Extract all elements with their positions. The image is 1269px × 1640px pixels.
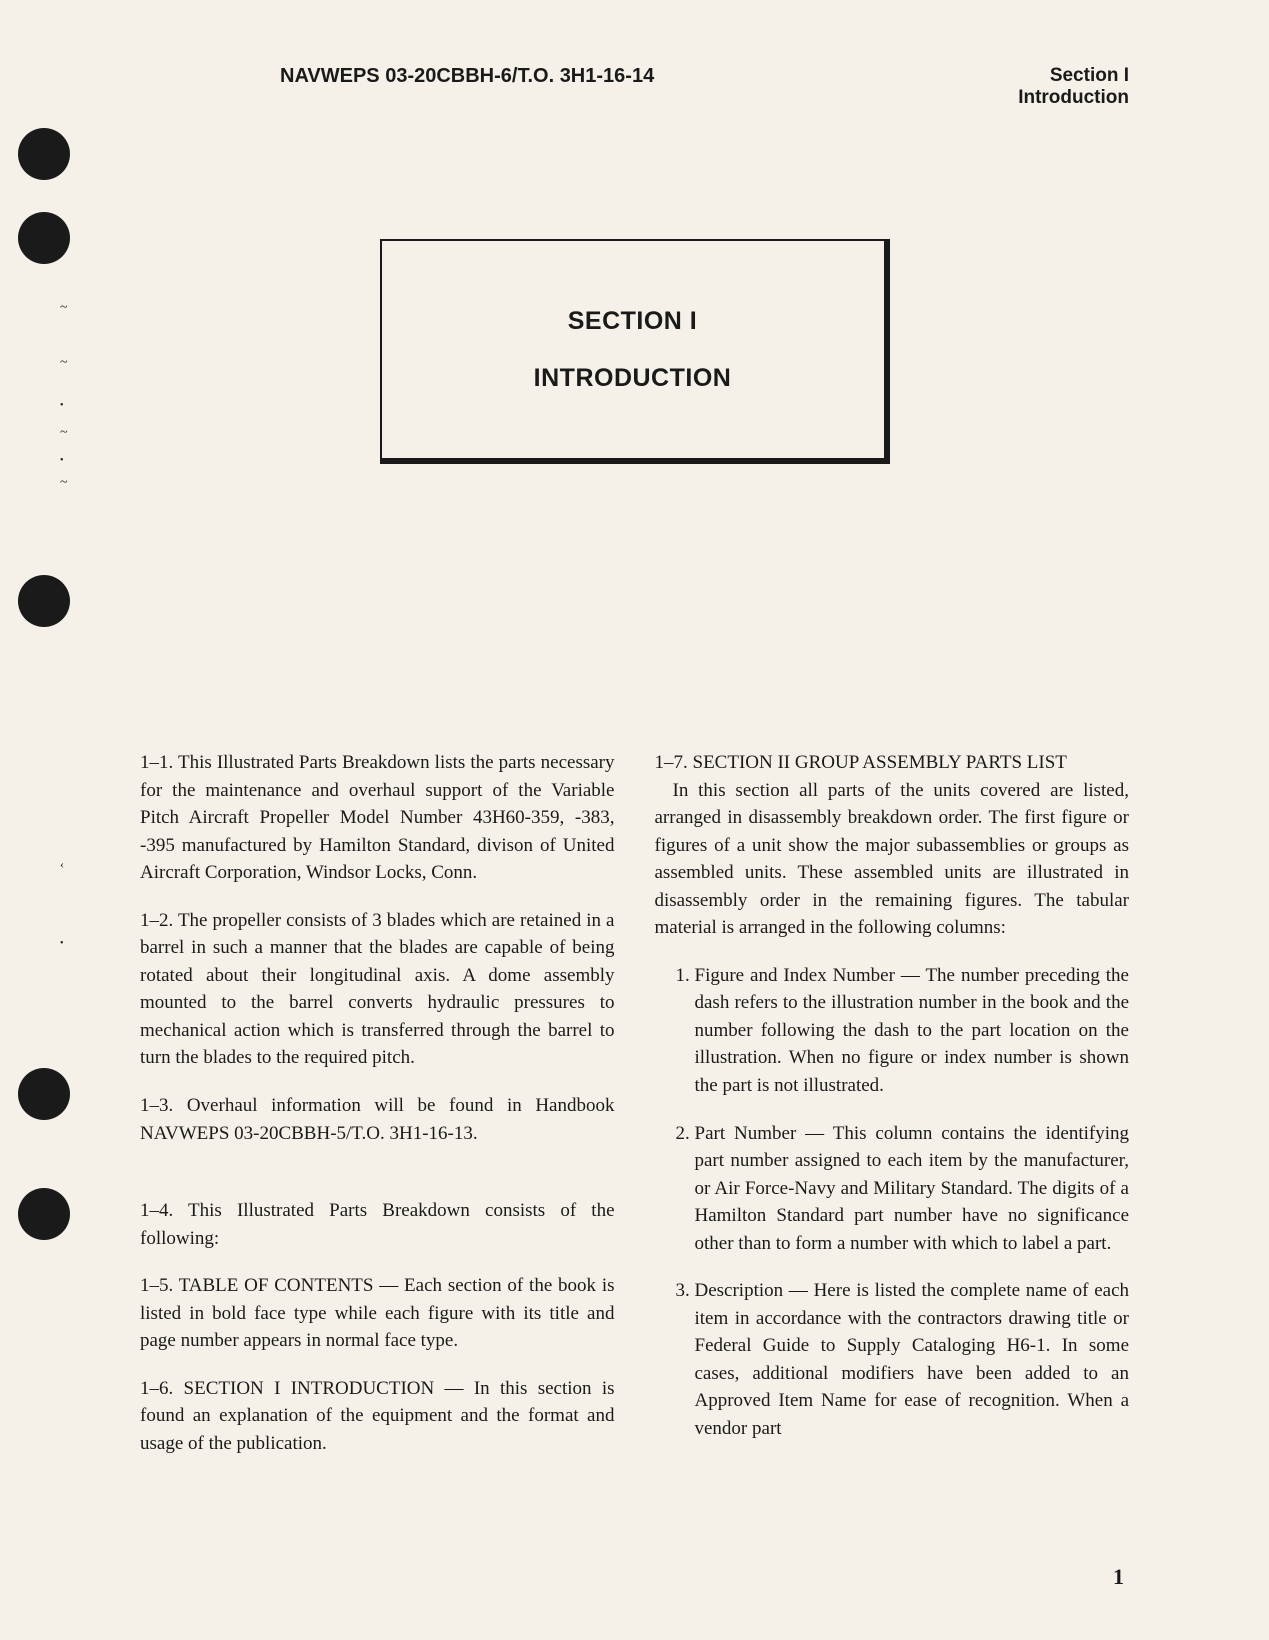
section-label-header: Section I Introduction bbox=[1018, 65, 1129, 109]
punch-hole bbox=[18, 1188, 70, 1240]
page-mark: ~ bbox=[60, 475, 68, 491]
list-item-figure-index: Figure and Index Number — The number pre… bbox=[695, 962, 1130, 1100]
punch-hole bbox=[18, 212, 70, 264]
page-mark: • bbox=[60, 400, 64, 411]
document-page: ~ ~ • ~ • ~ ‹ • NAVWEPS 03-20CBBH-6/T.O.… bbox=[0, 0, 1269, 1640]
title-box-section-title: INTRODUCTION bbox=[534, 364, 732, 393]
list-item-part-number: Part Number — This column contains the i… bbox=[695, 1120, 1130, 1258]
page-mark: • bbox=[60, 938, 64, 949]
page-mark: ‹ bbox=[60, 857, 64, 872]
page-mark: ~ bbox=[60, 355, 68, 371]
page-number: 1 bbox=[1113, 1564, 1124, 1590]
paragraph-1-1: 1–1. This Illustrated Parts Breakdown li… bbox=[140, 749, 615, 887]
column-definitions-list: Figure and Index Number — The number pre… bbox=[655, 962, 1130, 1443]
list-item-description: Description — Here is listed the complet… bbox=[695, 1277, 1130, 1442]
section-title-header: Introduction bbox=[1018, 87, 1129, 108]
paragraph-1-6: 1–6. SECTION I INTRODUCTION — In this se… bbox=[140, 1375, 615, 1458]
section-number: Section I bbox=[1050, 65, 1129, 86]
paragraph-1-7-body: In this section all parts of the units c… bbox=[655, 777, 1130, 942]
page-header: NAVWEPS 03-20CBBH-6/T.O. 3H1-16-14 Secti… bbox=[140, 65, 1129, 109]
document-number: NAVWEPS 03-20CBBH-6/T.O. 3H1-16-14 bbox=[280, 65, 654, 109]
left-column: 1–1. This Illustrated Parts Breakdown li… bbox=[140, 749, 615, 1477]
right-column: 1–7. SECTION II GROUP ASSEMBLY PARTS LIS… bbox=[655, 749, 1130, 1477]
content-columns: 1–1. This Illustrated Parts Breakdown li… bbox=[140, 749, 1129, 1477]
page-mark: ~ bbox=[60, 300, 68, 316]
paragraph-1-5: 1–5. TABLE OF CONTENTS — Each section of… bbox=[140, 1272, 615, 1355]
paragraph-1-3: 1–3. Overhaul information will be found … bbox=[140, 1092, 615, 1147]
section-title-box: SECTION I INTRODUCTION bbox=[380, 239, 890, 464]
paragraph-1-4: 1–4. This Illustrated Parts Breakdown co… bbox=[140, 1197, 615, 1252]
page-mark: • bbox=[60, 455, 64, 466]
paragraph-1-7: 1–7. SECTION II GROUP ASSEMBLY PARTS LIS… bbox=[655, 749, 1130, 942]
page-mark: ~ bbox=[60, 425, 68, 441]
punch-hole bbox=[18, 1068, 70, 1120]
title-box-section-number: SECTION I bbox=[568, 307, 698, 336]
paragraph-1-7-heading: 1–7. SECTION II GROUP ASSEMBLY PARTS LIS… bbox=[655, 752, 1067, 773]
punch-hole bbox=[18, 128, 70, 180]
paragraph-1-2: 1–2. The propeller consists of 3 blades … bbox=[140, 907, 615, 1072]
punch-hole bbox=[18, 575, 70, 627]
